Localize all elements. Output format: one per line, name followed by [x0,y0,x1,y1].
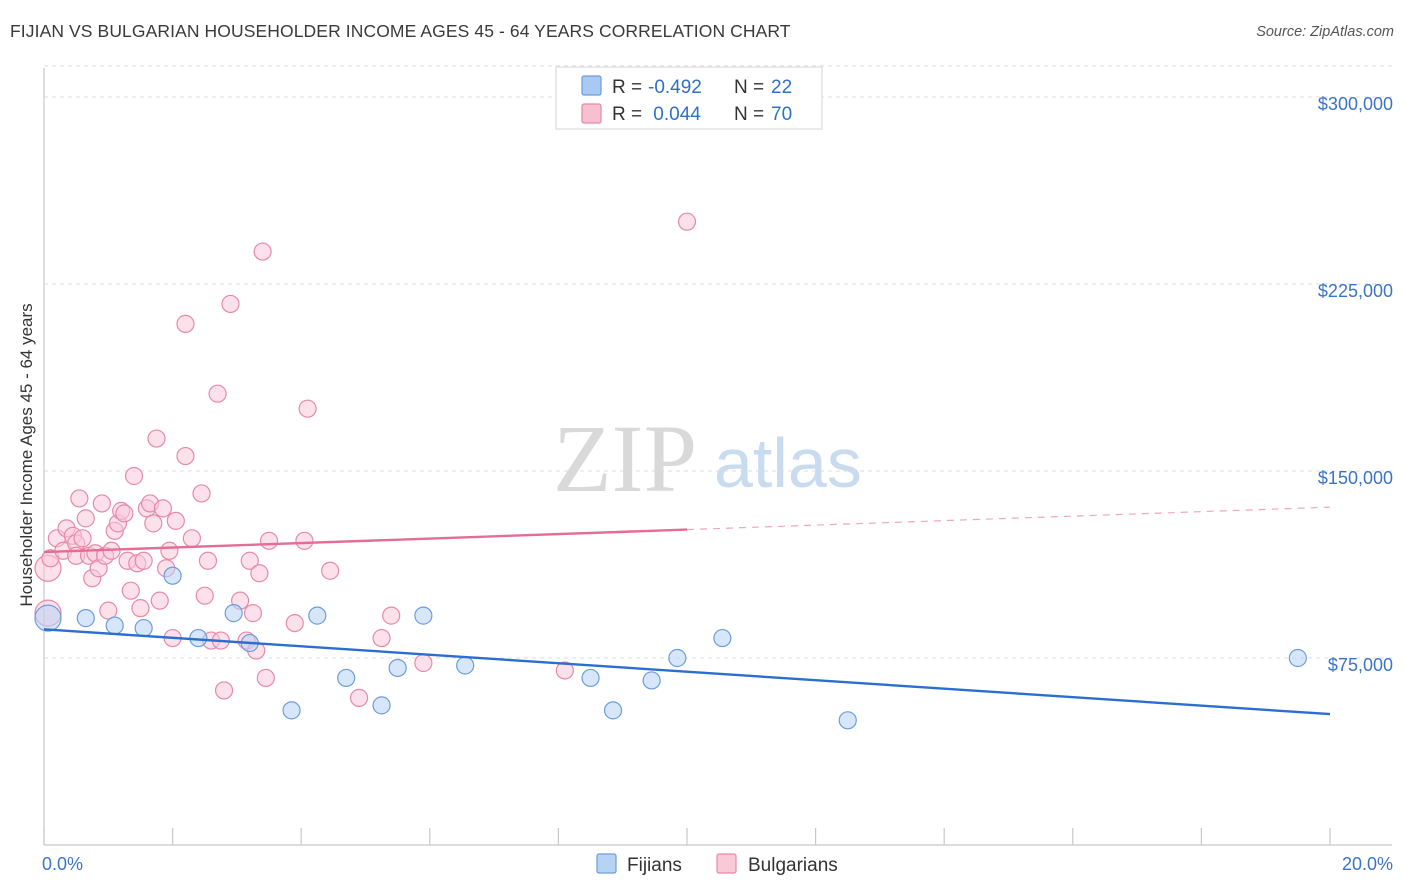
point-bulgarians [298,399,317,418]
point-bulgarians [182,529,201,548]
point-bulgarians [134,551,153,570]
point-bulgarians [92,494,111,513]
trend-line-extension-bulgarians [686,506,1331,531]
point-fijians [372,696,391,715]
point-bulgarians [208,384,227,403]
point-bulgarians [285,613,304,633]
point-bulgarians [349,688,369,707]
point-bulgarians [166,511,185,530]
point-bulgarians [414,653,433,673]
legend-r-label: R = [612,77,642,98]
point-bulgarians [295,531,314,550]
point-bulgarians [382,606,401,625]
point-fijians [603,701,623,720]
legend-swatch-fijians [581,75,602,96]
point-fijians [668,648,687,668]
x-tick-label-max: 20.0% [1342,854,1393,874]
point-bulgarians [221,294,240,314]
trend-line-bulgarians [43,528,688,554]
point-bulgarians [147,429,166,448]
point-bulgarians [253,242,272,261]
point-bulgarians [259,531,279,550]
point-bulgarians [240,551,259,570]
legend-n-value: 70 [771,104,792,125]
y-tick-label: $225,000 [1318,281,1393,301]
y-tick-label: $300,000 [1318,94,1393,114]
correlation-legend: R = -0.492 N = 22 R = 0.044 N = 70 [555,66,823,130]
point-fijians [456,656,475,675]
trend-line-fijians [43,628,1331,716]
bottom-legend-label-bulgarians: Bulgarians [748,855,838,876]
point-bulgarians [195,586,214,605]
point-fijians [581,668,600,688]
x-axis-ticks [43,828,1331,845]
point-fijians [337,668,356,688]
legend-n-label: N = [734,104,764,125]
chart-title: FIJIAN VS BULGARIAN HOUSEHOLDER INCOME A… [10,21,791,41]
legend-swatch-bulgarians [581,103,602,124]
point-bulgarians [176,446,195,466]
gridlines [44,65,1392,659]
bottom-legend-swatch-fijians [596,853,617,874]
point-bulgarians [70,489,89,508]
watermark-atlas: atlas [714,424,862,502]
bottom-legend-swatch-bulgarians [716,853,737,874]
y-axis-label: Householder Income Ages 45 - 64 years [17,303,36,606]
point-bulgarians [198,551,218,570]
point-fijians [282,701,301,720]
point-bulgarians [144,514,163,533]
point-bulgarians [150,591,169,610]
source-label: Source: ZipAtlas.com [1256,24,1394,40]
legend-r-value: -0.492 [648,77,702,98]
point-fijians [838,711,857,730]
legend-r-label: R = [612,104,642,125]
point-bulgarians [115,504,134,523]
point-bulgarians [372,628,391,648]
legend-r-value: 0.044 [648,104,701,125]
point-bulgarians [214,681,234,700]
point-bulgarians [76,509,95,528]
y-tick-label: $75,000 [1328,655,1393,675]
point-bulgarians [243,604,263,623]
point-bulgarians [124,466,144,486]
point-bulgarians [99,601,118,620]
point-fijians [76,609,95,628]
point-fijians [713,628,732,648]
y-axis-tick-labels: $75,000 $150,000 $225,000 $300,000 [1318,94,1393,675]
y-tick-label: $150,000 [1318,468,1393,488]
point-fijians [414,606,433,625]
legend-n-label: N = [734,77,764,98]
point-bulgarians [176,314,195,333]
point-fijians [1288,648,1307,668]
point-fijians [388,658,407,678]
point-bulgarians [555,661,574,680]
point-fijians [34,604,62,632]
point-bulgarians [153,499,173,518]
point-bulgarians [192,484,211,503]
point-fijians [224,604,243,623]
series-legend: Fijians Bulgarians [596,853,838,876]
point-fijians [134,618,153,638]
point-bulgarians [73,529,92,548]
data-points [34,212,1307,730]
point-fijians [308,606,327,625]
x-tick-label-min: 0.0% [42,854,83,874]
point-bulgarians [250,564,269,583]
point-bulgarians [256,668,275,688]
point-fijians [642,671,661,690]
point-bulgarians [321,561,340,580]
point-bulgarians [160,541,179,560]
point-fijians [105,616,124,635]
legend-n-value: 22 [771,77,792,98]
point-bulgarians [121,581,140,600]
point-bulgarians [677,212,697,231]
point-fijians [163,566,182,585]
bottom-legend-label-fijians: Fijians [627,855,682,876]
trend-lines [43,506,1331,716]
watermark-zip: ZIP [553,405,697,512]
point-bulgarians [131,599,150,618]
